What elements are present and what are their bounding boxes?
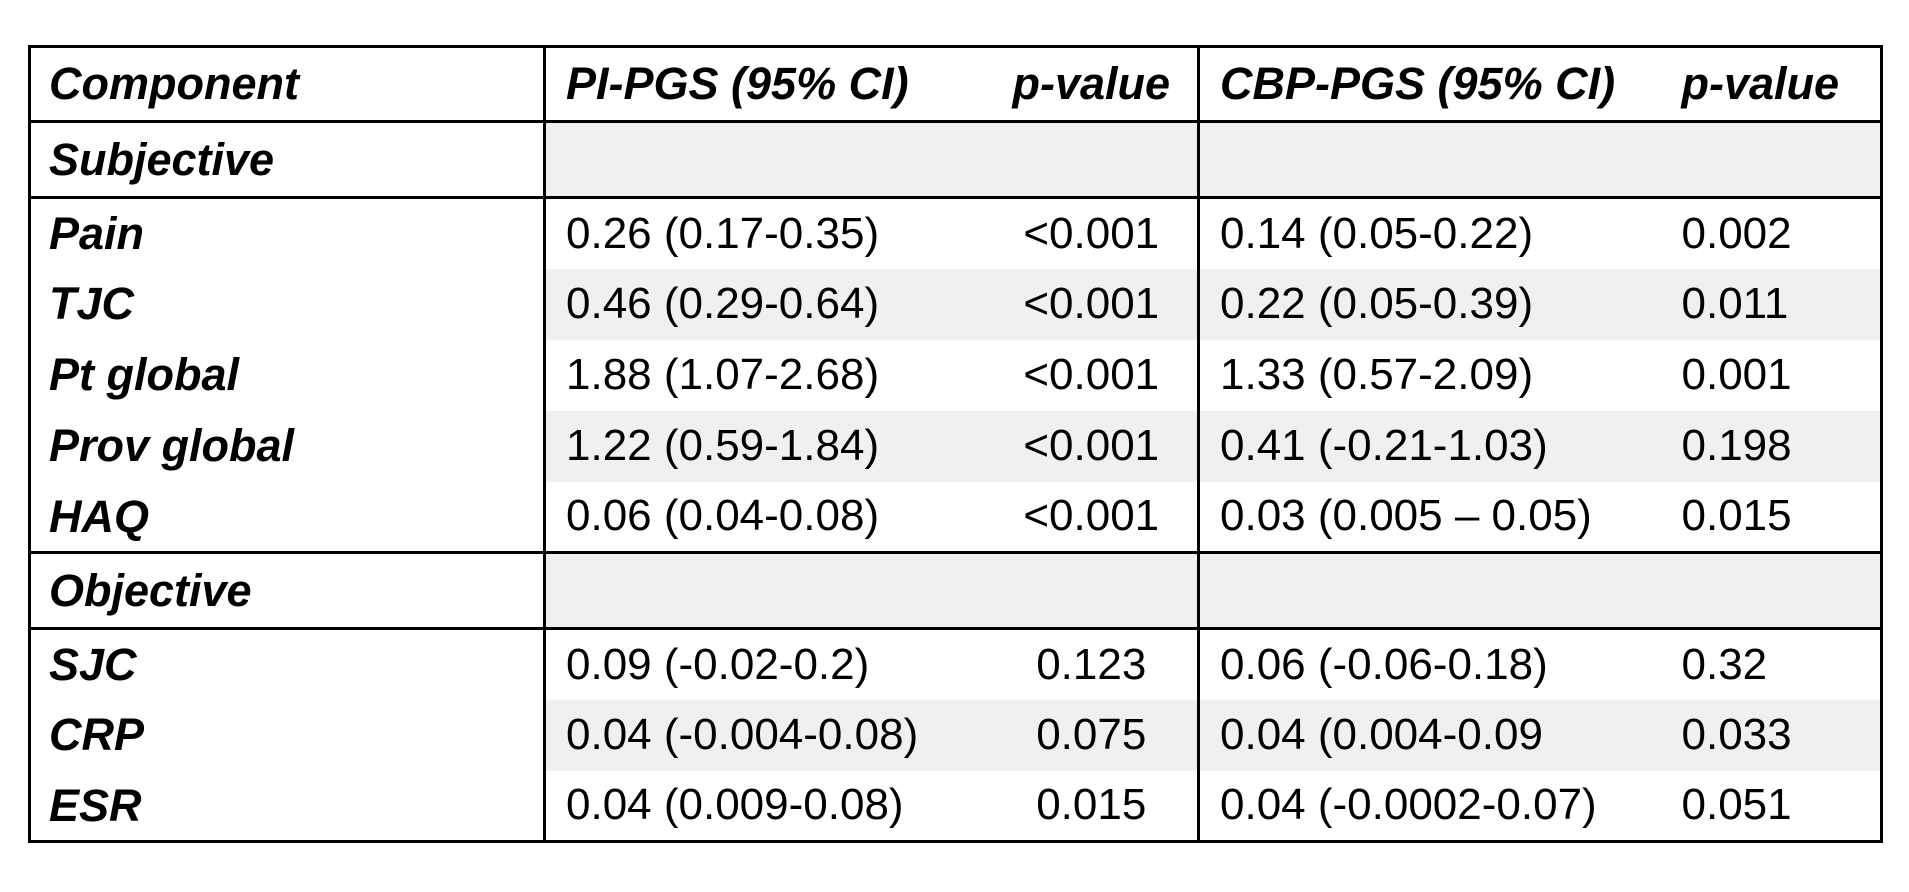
empty-cell — [544, 551, 986, 630]
cell-pi-p: <0.001 — [985, 339, 1200, 411]
cell-pi-ci: 1.88 (1.07-2.68) — [566, 349, 880, 399]
empty-cell — [985, 120, 1200, 199]
column-header-cbp-pgs-ci: CBP-PGS (95% CI) — [1198, 46, 1660, 123]
cell-pi-ci: 0.04 (-0.004-0.08) — [544, 699, 986, 771]
column-header-component: Component — [29, 46, 546, 123]
row-label: Prov global — [29, 410, 546, 482]
table-row-crp: CRP 0.04 (-0.004-0.08) 0.075 0.04 (0.004… — [29, 699, 1882, 771]
cell-pi-p: 0.015 — [985, 770, 1200, 842]
table-row-tjc: TJC 0.46 (0.29-0.64) <0.001 0.22 (0.05-0… — [29, 268, 1882, 340]
row-label: Pain — [29, 197, 546, 269]
cell-cbp-ci: 0.22 (0.05-0.39) — [1198, 268, 1660, 340]
empty-cell — [1198, 551, 1660, 630]
table-row-pain: Pain 0.26 (0.17-0.35) <0.001 0.14 (0.05-… — [29, 197, 1882, 269]
empty-cell — [544, 120, 986, 199]
cell-pi-p: 0.123 — [985, 628, 1200, 700]
empty-cell — [985, 551, 1200, 630]
empty-cell — [1198, 120, 1660, 199]
cell-pi-p: <0.001 — [985, 268, 1200, 340]
cell-pi-p: 0.075 — [985, 699, 1200, 771]
cell-cbp-p: 0.051 — [1681, 780, 1792, 830]
row-label: HAQ — [29, 481, 546, 553]
section-row-subjective: Subjective — [29, 120, 1882, 199]
row-label: TJC — [29, 268, 546, 340]
cell-pi-p: <0.001 — [985, 197, 1200, 269]
cell-cbp-p: 0.015 — [1681, 491, 1792, 541]
table-row-pt-global: Pt global 1.88 (1.07-2.68) <0.001 1.33 (… — [29, 339, 1882, 411]
header-row: Component PI-PGS (95% CI) p-value CBP-PG… — [29, 46, 1882, 123]
table-row-prov-global: Prov global 1.22 (0.59-1.84) <0.001 0.41… — [29, 410, 1882, 482]
cell-cbp-p: 0.32 — [1681, 639, 1768, 689]
cell-cbp-ci: 0.03 (0.005 – 0.05) — [1220, 491, 1592, 541]
cell-cbp-ci: 0.41 (-0.21-1.03) — [1198, 410, 1660, 482]
table-row-haq: HAQ 0.06 (0.04-0.08) <0.001 0.03 (0.005 … — [29, 481, 1882, 553]
cell-cbp-ci: 0.04 (0.004-0.09 — [1198, 699, 1660, 771]
row-label: ESR — [29, 770, 546, 842]
empty-cell — [1659, 120, 1882, 199]
row-label: CRP — [29, 699, 546, 771]
cell-pi-ci: 1.22 (0.59-1.84) — [544, 410, 986, 482]
cell-cbp-ci: 0.06 (-0.06-0.18) — [1220, 639, 1548, 689]
section-label: Subjective — [29, 120, 546, 199]
table-row-esr: ESR 0.04 (0.009-0.08) 0.015 0.04 (-0.000… — [29, 770, 1882, 842]
section-label: Objective — [29, 551, 546, 630]
column-header-pi-pgs-ci: PI-PGS (95% CI) — [544, 46, 986, 123]
cell-cbp-ci: 0.14 (0.05-0.22) — [1220, 208, 1534, 258]
empty-cell — [1659, 551, 1882, 630]
cell-cbp-p: 0.002 — [1681, 208, 1792, 258]
table-row-sjc: SJC 0.09 (-0.02-0.2) 0.123 0.06 (-0.06-0… — [29, 628, 1882, 700]
cell-pi-ci: 0.09 (-0.02-0.2) — [566, 639, 870, 689]
column-header-pi-p-value: p-value — [985, 46, 1200, 123]
cell-cbp-p: 0.198 — [1659, 410, 1882, 482]
cell-pi-ci: 0.06 (0.04-0.08) — [566, 491, 880, 541]
cell-cbp-ci: 1.33 (0.57-2.09) — [1220, 349, 1534, 399]
cell-cbp-ci: 0.04 (-0.0002-0.07) — [1220, 780, 1597, 830]
cell-pi-ci: 0.46 (0.29-0.64) — [544, 268, 986, 340]
cell-cbp-p: 0.033 — [1659, 699, 1882, 771]
row-label: Pt global — [29, 339, 546, 411]
cell-pi-ci: 0.26 (0.17-0.35) — [566, 208, 880, 258]
cell-pi-ci: 0.04 (0.009-0.08) — [566, 780, 904, 830]
cell-pi-p: <0.001 — [985, 481, 1200, 553]
results-table: Component PI-PGS (95% CI) p-value CBP-PG… — [28, 45, 1883, 843]
cell-cbp-p: 0.001 — [1681, 349, 1792, 399]
section-row-objective: Objective — [29, 551, 1882, 630]
cell-pi-p: <0.001 — [985, 410, 1200, 482]
row-label: SJC — [29, 628, 546, 700]
column-header-cbp-p-value: p-value — [1659, 46, 1882, 123]
cell-cbp-p: 0.011 — [1659, 268, 1882, 340]
